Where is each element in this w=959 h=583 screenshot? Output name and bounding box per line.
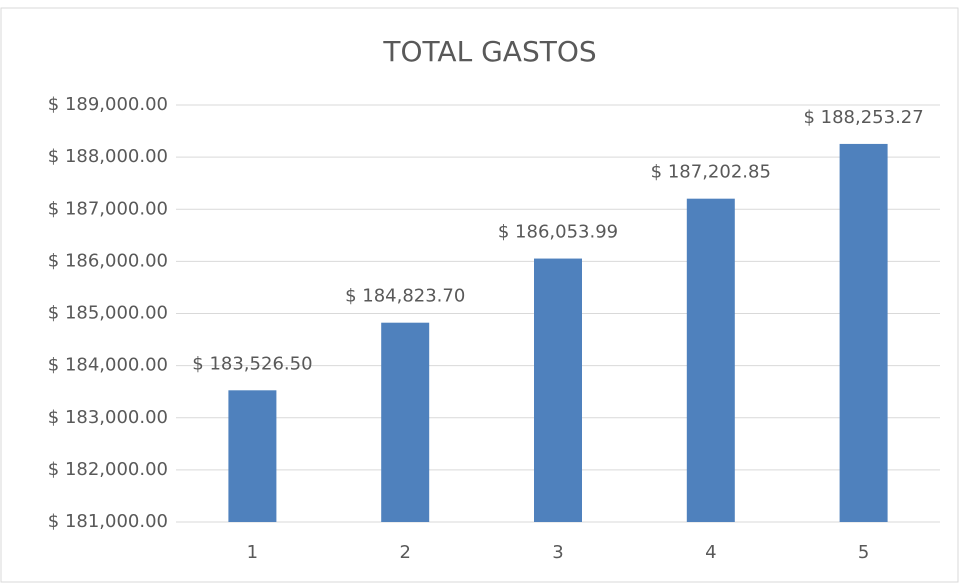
data-label: $ 187,202.85: [651, 162, 771, 183]
x-tick-label: 2: [399, 542, 410, 563]
data-label: $ 186,053.99: [498, 222, 618, 243]
bar: [839, 143, 888, 523]
data-label: $ 188,253.27: [803, 107, 923, 128]
y-tick-label: $ 184,000.00: [48, 355, 168, 376]
y-tick-label: $ 188,000.00: [48, 146, 168, 167]
bar: [686, 198, 735, 522]
y-tick-label: $ 187,000.00: [48, 198, 168, 219]
bar: [534, 258, 582, 522]
y-tick-label: $ 182,000.00: [48, 459, 168, 480]
x-tick-label: 3: [552, 542, 563, 563]
y-tick-label: $ 189,000.00: [48, 94, 168, 115]
y-tick-label: $ 181,000.00: [48, 511, 168, 532]
x-tick-label: 1: [247, 542, 258, 563]
y-tick-label: $ 183,000.00: [48, 407, 168, 428]
bar: [381, 322, 430, 522]
data-label: $ 184,823.70: [345, 286, 465, 307]
chart-frame: [0, 7, 959, 583]
bar: [228, 390, 277, 522]
y-tick-label: $ 185,000.00: [48, 303, 168, 324]
x-tick-label: 5: [858, 542, 869, 563]
y-tick-label: $ 186,000.00: [48, 250, 168, 271]
x-tick-label: 4: [705, 542, 716, 563]
data-label: $ 183,526.50: [192, 353, 312, 374]
chart-title: TOTAL GASTOS: [382, 35, 596, 68]
